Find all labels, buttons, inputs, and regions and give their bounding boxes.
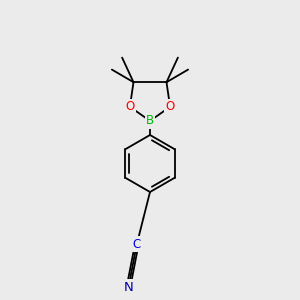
Text: O: O (125, 100, 134, 113)
Text: N: N (124, 281, 133, 294)
Text: O: O (166, 100, 175, 113)
Text: C: C (133, 238, 141, 251)
Text: B: B (146, 114, 154, 128)
